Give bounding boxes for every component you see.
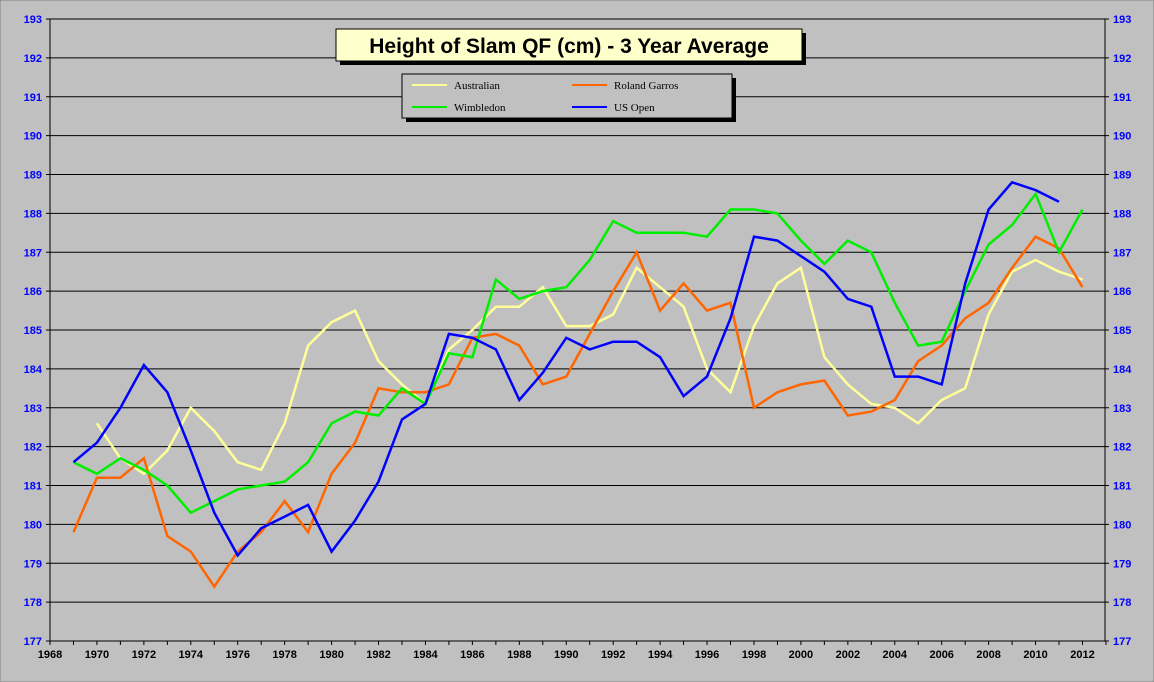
y-tick-label: 181: [1113, 481, 1131, 493]
y-tick-label: 193: [1113, 14, 1131, 26]
x-tick-label: 1982: [366, 649, 390, 661]
legend-label: Wimbledon: [454, 102, 506, 114]
y-tick-label: 190: [1113, 131, 1131, 143]
y-tick-label: 178: [1113, 597, 1131, 609]
y-axis-left: 177 178 179 180 181 182 183 184 185 186 187 188 189 1…: [24, 14, 50, 648]
y-tick-label: 191: [1113, 92, 1131, 104]
x-tick-label: 1978: [272, 649, 296, 661]
x-tick-label: 1968: [38, 649, 62, 661]
x-tick-label: 1990: [554, 649, 578, 661]
x-tick-label: 1976: [225, 649, 249, 661]
y-tick-label: 186: [1113, 286, 1131, 298]
x-tick-label: 2010: [1023, 649, 1047, 661]
y-tick-label: 178: [24, 597, 42, 609]
y-tick-label: 179: [1113, 558, 1131, 570]
y-tick-label: 179: [24, 558, 42, 570]
y-tick-label: 187: [1113, 247, 1131, 259]
legend-label: US Open: [614, 102, 655, 114]
x-tick-label: 2008: [976, 649, 1000, 661]
x-tick-label: 2006: [929, 649, 953, 661]
y-tick-label: 182: [1113, 442, 1131, 454]
y-tick-label: 188: [24, 208, 42, 220]
x-tick-label: 1992: [601, 649, 625, 661]
x-tick-label: 2012: [1070, 649, 1094, 661]
y-tick-label: 177: [1113, 636, 1131, 648]
y-tick-label: 180: [24, 519, 42, 531]
x-tick-label: 2000: [789, 649, 813, 661]
x-tick-label: 1972: [132, 649, 156, 661]
y-tick-label: 184: [1113, 364, 1132, 376]
x-tick-label: 1970: [85, 649, 109, 661]
y-tick-label: 184: [24, 364, 43, 376]
y-tick-label: 189: [24, 170, 42, 182]
x-tick-label: 1994: [648, 649, 673, 661]
y-tick-label: 183: [24, 403, 42, 415]
y-tick-label: 190: [24, 131, 42, 143]
y-tick-label: 192: [24, 53, 42, 65]
series-line-wimbledon: [72, 191, 1084, 515]
y-tick-label: 177: [24, 636, 42, 648]
x-tick-label: 1980: [319, 649, 343, 661]
x-tick-label: 1998: [742, 649, 766, 661]
y-tick-label: 186: [24, 286, 42, 298]
x-tick-label: 1984: [413, 649, 438, 661]
y-tick-label: 182: [24, 442, 42, 454]
y-tick-label: 188: [1113, 208, 1131, 220]
y-tick-label: 191: [24, 92, 42, 104]
y-tick-label: 183: [1113, 403, 1131, 415]
y-tick-label: 189: [1113, 170, 1131, 182]
legend: Australian Roland Garros Wimbledon US Open: [401, 73, 736, 122]
x-tick-label: 1986: [460, 649, 484, 661]
x-tick-label: 2002: [836, 649, 860, 661]
series-line-australian: [95, 258, 1083, 476]
y-axis-right: 177 178 179 180 181 182 183 184 185 186 187 188 189 1…: [1105, 14, 1132, 648]
x-axis: 1968 1970 1972 1974 1976 1978 1980 1982 1984 1986…: [38, 641, 1107, 661]
series-line-us-open: [72, 180, 1060, 558]
series-lines: [72, 180, 1084, 589]
y-tick-label: 185: [24, 325, 42, 337]
y-tick-label: 185: [1113, 325, 1131, 337]
y-tick-label: 187: [24, 247, 42, 259]
y-tick-label: 193: [24, 14, 42, 26]
y-tick-label: 180: [1113, 519, 1131, 531]
legend-label: Roland Garros: [614, 80, 678, 92]
chart-title-box: Height of Slam QF (cm) - 3 Year Average: [335, 28, 806, 65]
y-tick-label: 192: [1113, 53, 1131, 65]
x-tick-label: 1988: [507, 649, 531, 661]
legend-label: Australian: [454, 80, 500, 92]
x-tick-label: 2004: [883, 649, 908, 661]
y-tick-label: 181: [24, 481, 42, 493]
chart-title: Height of Slam QF (cm) - 3 Year Average: [369, 35, 769, 58]
series-line-roland-garros: [72, 235, 1084, 589]
x-tick-label: 1996: [695, 649, 719, 661]
x-tick-label: 1974: [179, 649, 204, 661]
